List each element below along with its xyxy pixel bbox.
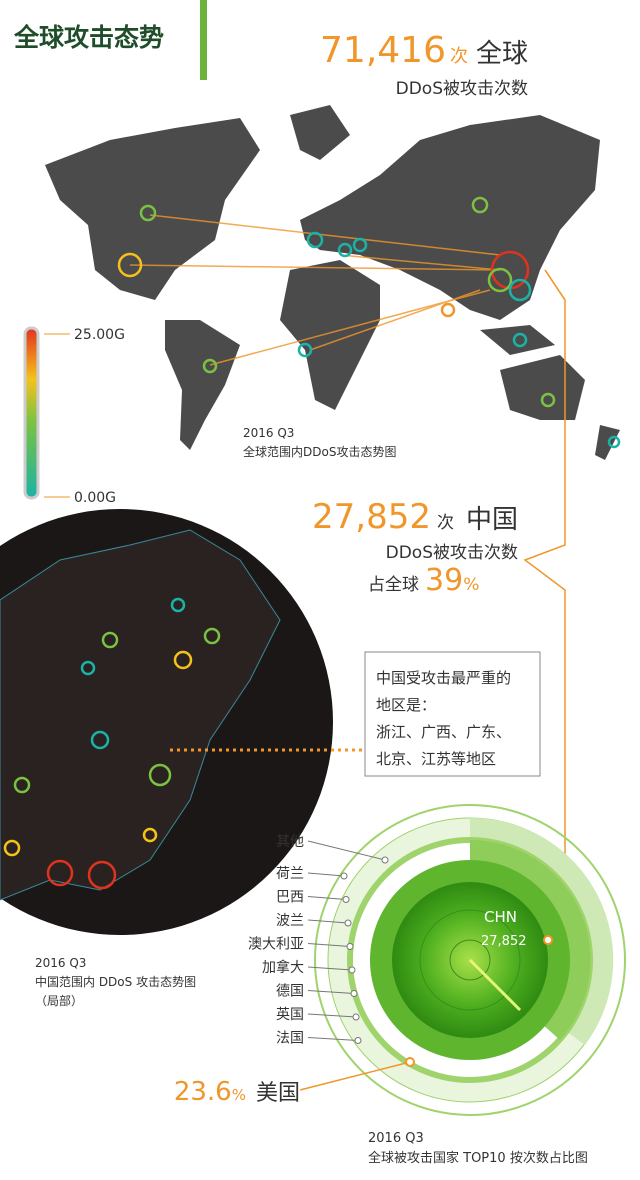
- callout-line: 地区是：: [376, 696, 436, 714]
- country-label: 澳大利亚: [248, 937, 304, 953]
- legend-max: 25.00G: [74, 327, 125, 343]
- country-link: [307, 840, 386, 861]
- unit: 次: [437, 513, 454, 533]
- country-dot: [354, 1037, 362, 1044]
- scope: 中国: [466, 505, 518, 535]
- country-dot: [348, 966, 356, 974]
- country-label: 加拿大: [262, 959, 304, 976]
- country-dot: [350, 990, 358, 997]
- map-caption: 全球范围内DDoS攻击态势图: [243, 444, 396, 459]
- top-count: 27,852: [481, 934, 527, 949]
- country-label: 其他: [276, 834, 304, 850]
- usa-label: 23.6% 美国: [174, 1077, 300, 1107]
- country-dot: [344, 919, 352, 927]
- top-code: CHN: [484, 908, 517, 926]
- country-label: 法国: [276, 1031, 304, 1047]
- country-label: 巴西: [276, 890, 304, 906]
- country-link: [307, 943, 351, 947]
- country-link: [307, 1013, 357, 1018]
- legend-scale: [23, 326, 40, 500]
- usa-dot: [405, 1057, 415, 1067]
- callout-line: 北京、江苏等地区: [376, 750, 496, 768]
- country-dot: [381, 856, 389, 864]
- country-link: [307, 919, 349, 924]
- china-map-note: （局部）: [35, 993, 83, 1008]
- header-bg: [0, 0, 205, 80]
- global-count: 71,416 次全球: [320, 30, 528, 71]
- usa-link: [299, 1061, 411, 1091]
- unit: 次: [450, 46, 468, 67]
- callout-line: 浙江、广西、广东、: [376, 723, 511, 741]
- country-link: [307, 1037, 359, 1041]
- name: 美国: [256, 1081, 300, 1106]
- world-map: [45, 105, 620, 460]
- country-link: [307, 872, 345, 877]
- attack-lines: [129, 214, 566, 366]
- china-line1: DDoS被攻击次数: [386, 543, 518, 563]
- country-link: [307, 966, 353, 971]
- scope: 全球: [476, 39, 528, 69]
- label: 占全球: [368, 575, 419, 595]
- china-line2: 占全球 39%: [368, 563, 479, 598]
- country-dot: [342, 896, 350, 903]
- china-map-period: 2016 Q3: [35, 956, 86, 970]
- map-period: 2016 Q3: [243, 426, 294, 440]
- header-title: 全球攻击态势: [13, 23, 164, 52]
- country-label: 英国: [276, 1006, 304, 1023]
- attack-points: [117, 196, 621, 449]
- share-unit: %: [463, 575, 479, 595]
- global-caption: DDoS被攻击次数: [396, 79, 528, 99]
- count: 27,852: [312, 497, 431, 537]
- china-count: 27,852 次中国: [312, 497, 518, 537]
- callout-line: 中国受攻击最严重的: [376, 669, 511, 687]
- country-dot: [340, 872, 348, 880]
- header-bar: [200, 0, 207, 80]
- rank-caption: 全球被攻击国家 TOP10 按次数占比图: [368, 1150, 588, 1166]
- callout-box: [364, 651, 541, 777]
- count: 71,416: [320, 30, 446, 71]
- legend-min: 0.00G: [74, 490, 116, 506]
- china-map: [0, 509, 333, 935]
- country-dot: [346, 943, 354, 950]
- country-dot: [352, 1013, 360, 1021]
- unit: %: [232, 1086, 246, 1104]
- country-link: [307, 896, 347, 900]
- country-label: 波兰: [276, 913, 304, 929]
- country-link: [307, 990, 355, 994]
- china-map-caption: 中国范围内 DDoS 攻击态势图: [35, 974, 196, 989]
- share: 39: [425, 563, 463, 598]
- rank-period: 2016 Q3: [368, 1131, 424, 1146]
- country-label: 荷兰: [276, 866, 304, 882]
- share: 23.6: [174, 1077, 232, 1107]
- country-label: 德国: [276, 984, 304, 1000]
- radial-chart: [314, 804, 626, 1116]
